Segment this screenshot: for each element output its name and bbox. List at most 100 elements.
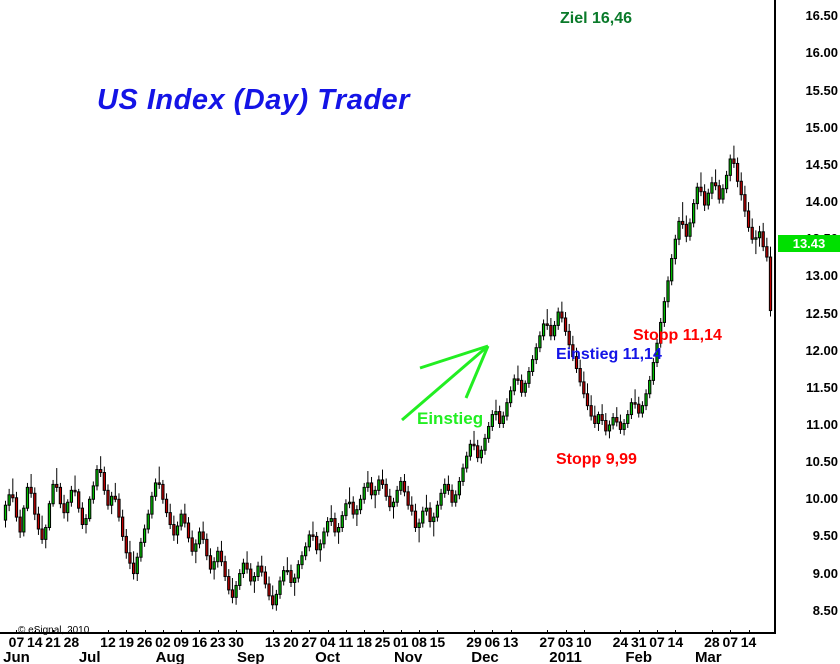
price-axis-label: 9.00 (812, 565, 838, 581)
axis-tick (657, 630, 659, 634)
date-axis-day-label: 31 (630, 634, 647, 650)
entry-arrow-label: Einstieg (417, 409, 484, 428)
date-axis-month-label: Oct (315, 649, 341, 664)
date-axis-day-label: 15 (429, 634, 446, 650)
target-label: Ziel 16,46 (560, 10, 633, 27)
price-axis-label: 15.00 (805, 119, 838, 135)
date-axis-month-label: Aug (155, 649, 185, 664)
axis-tick (492, 630, 494, 634)
axis-tick (437, 630, 439, 634)
axis-tick (309, 630, 311, 634)
price-axis-label: 16.00 (805, 45, 838, 61)
axis-tick (345, 630, 347, 634)
axis-tick (583, 630, 585, 634)
date-axis-day-label: 11 (338, 634, 354, 650)
date-axis-day-label: 09 (173, 634, 189, 650)
date-axis-day-label: 13 (502, 634, 519, 650)
date-axis-day-label: 27 (301, 634, 318, 650)
chart-watermark-title: US Index (Day) Trader (97, 84, 410, 116)
axis-tick (364, 630, 366, 634)
date-axis-day-label: 14 (667, 634, 684, 650)
axis-tick (510, 630, 512, 634)
axis-tick (71, 630, 73, 634)
axis-tick (181, 630, 183, 634)
axis-tick (236, 630, 238, 634)
date-axis-day-label: 03 (557, 634, 574, 650)
date-axis-day-label: 04 (319, 634, 336, 650)
chart-plot-area[interactable] (0, 0, 776, 634)
axis-tick (217, 630, 219, 634)
date-axis-day-label: 07 (8, 634, 25, 650)
date-axis-day-label: 16 (191, 634, 208, 650)
axis-tick (565, 630, 567, 634)
date-axis-day-label: 30 (228, 634, 244, 650)
date-axis-month-label: Dec (471, 649, 499, 664)
axis-tick (327, 630, 329, 634)
date-axis-day-label: 25 (374, 634, 391, 650)
date-axis-day-label: 29 (466, 634, 482, 650)
price-axis-label: 9.50 (812, 528, 838, 544)
price-axis-label: 10.50 (805, 454, 838, 470)
price-axis-label: 14.00 (805, 194, 838, 210)
axis-tick (547, 630, 549, 634)
date-axis-day-label: 02 (155, 634, 171, 650)
date-axis-month-label: Mar (694, 649, 722, 664)
axis-tick (711, 630, 713, 634)
candlestick-series (3, 145, 773, 611)
date-axis-day-label: 12 (100, 634, 116, 650)
axis-tick (126, 630, 128, 634)
date-axis-day-label: 08 (411, 634, 427, 650)
axis-tick (107, 630, 109, 634)
entry-arrow-icon (401, 344, 490, 422)
axis-tick (199, 630, 201, 634)
date-axis-day-label: 28 (704, 634, 720, 650)
axis-tick (382, 630, 384, 634)
axis-tick (16, 630, 18, 634)
axis-tick (419, 630, 421, 634)
price-axis-label: 10.00 (805, 491, 838, 507)
copyright-notice: © eSignal, 2010 (18, 625, 90, 636)
date-axis-day-label: 28 (63, 634, 80, 650)
date-axis-month-label: Nov (393, 649, 423, 664)
axis-tick (272, 630, 274, 634)
axis-tick (144, 630, 146, 634)
last-price-tag: 13.43 (778, 235, 840, 253)
date-axis: 07 14 21 28 12 19 26 02 09 16 23 30 13 20 27 04 11 18 25 01… (0, 630, 776, 664)
axis-tick (620, 630, 622, 634)
date-axis-month-label: 2011 (549, 649, 582, 664)
price-axis-label: 13.00 (805, 268, 838, 284)
axis-tick (474, 630, 476, 634)
date-axis-day-label: 21 (45, 634, 61, 650)
date-axis-day-label: 24 (612, 634, 629, 650)
entry-label: Einstieg 11,14 (556, 346, 662, 363)
date-axis-month-label: Sep (236, 649, 265, 664)
date-axis-day-label: 27 (539, 634, 556, 650)
price-axis-label: 11.00 (806, 416, 838, 432)
date-axis-day-label: 26 (136, 634, 153, 650)
price-axis-label: 15.50 (805, 82, 838, 98)
axis-tick (162, 630, 164, 634)
date-axis-day-label: 07 (649, 634, 665, 650)
axis-tick (53, 630, 55, 634)
date-axis-day-label: 06 (484, 634, 501, 650)
stop-label-2: Stopp 9,99 (556, 451, 637, 468)
date-axis-day-label: 13 (264, 634, 281, 650)
stop-label-1: Stopp 11,14 (633, 327, 722, 344)
date-axis-month-label: Jun (3, 649, 30, 664)
date-axis-month-label: Jul (78, 649, 101, 664)
date-axis-day-label: 20 (283, 634, 299, 650)
axis-tick (675, 630, 677, 634)
date-axis-day-label: 14 (26, 634, 43, 650)
date-axis-day-label: 19 (118, 634, 135, 650)
date-axis-day-label: 18 (356, 634, 372, 650)
price-axis[interactable]: 16.5016.0015.5015.0014.5014.0013.5013.00… (776, 0, 840, 634)
price-axis-label: 12.50 (805, 305, 838, 321)
date-axis-day-label: 14 (740, 634, 757, 650)
date-axis-day-label: 10 (576, 634, 592, 650)
axis-tick (638, 630, 640, 634)
price-axis-label: 14.50 (805, 156, 838, 172)
date-axis-month-label: Feb (625, 649, 653, 664)
axis-tick (34, 630, 36, 634)
axis-tick (400, 630, 402, 634)
price-axis-label: 12.00 (805, 342, 838, 358)
